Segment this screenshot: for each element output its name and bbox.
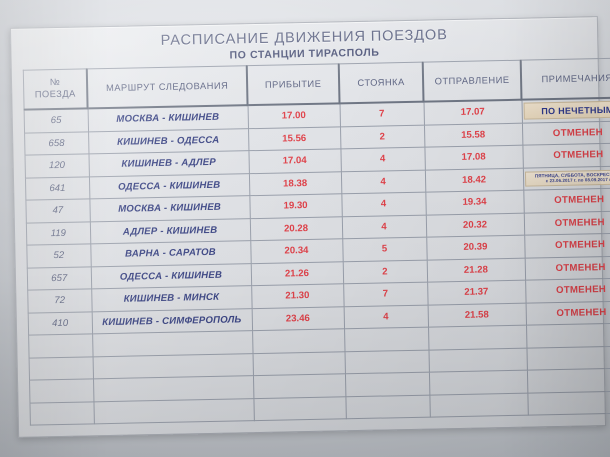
cell-train-number: 657 bbox=[27, 266, 92, 291]
cell-empty bbox=[428, 370, 528, 395]
cell-route: МОСКВА - КИШИНЕВ bbox=[89, 195, 250, 222]
cell-empty bbox=[527, 390, 610, 416]
cell-empty bbox=[344, 349, 429, 374]
cell-empty bbox=[92, 330, 253, 357]
cell-train-number: 52 bbox=[26, 243, 91, 268]
column-header-route: МАРШРУТ СЛЕДОВАНИЯ bbox=[86, 65, 248, 109]
cell-route: КИШИНЕВ - МИНСК bbox=[91, 285, 252, 312]
cell-departure-time: 19.34 bbox=[425, 190, 524, 215]
cell-empty bbox=[29, 378, 94, 403]
cell-note: ПЯТНИЦА, СУББОТА, ВОСКРЕСЕНЬЕ с 23.06.201… bbox=[522, 165, 610, 191]
cell-note-cancelled: ОТМЕНЕН bbox=[521, 120, 610, 146]
cell-arrival-time: 20.28 bbox=[249, 216, 343, 241]
cell-stop-minutes: 4 bbox=[343, 304, 429, 329]
cell-route: МОСКВА - КИШИНЕВ bbox=[87, 105, 249, 132]
cell-note-cancelled: ОТМЕНЕН bbox=[525, 300, 610, 326]
cell-empty bbox=[28, 333, 93, 358]
table-body: 65 МОСКВА - КИШИНЕВ 17.00 7 17.07 ПО НЕЧЕТНЫМ… bbox=[24, 97, 610, 426]
cell-empty bbox=[526, 345, 610, 371]
cell-train-number: 641 bbox=[25, 176, 90, 201]
cell-departure-time: 20.39 bbox=[426, 235, 525, 260]
cell-route: ОДЕССА - КИШИНЕВ bbox=[90, 263, 252, 289]
cell-arrival-time: 17.00 bbox=[247, 103, 340, 129]
cell-train-number: 120 bbox=[25, 153, 89, 178]
cell-train-number: 658 bbox=[24, 131, 89, 156]
cell-empty bbox=[29, 401, 94, 426]
note-sticker-odd-days: ПО НЕЧЕТНЫМ bbox=[523, 100, 610, 120]
cell-departure-time: 21.37 bbox=[427, 280, 526, 305]
cell-train-number: 410 bbox=[28, 311, 93, 336]
cell-stop-minutes: 4 bbox=[340, 169, 426, 194]
cell-note-cancelled: ОТМЕНЕН bbox=[524, 232, 610, 258]
cell-departure-time: 15.58 bbox=[423, 122, 523, 148]
cell-empty bbox=[252, 351, 345, 376]
cell-empty bbox=[428, 347, 527, 373]
cell-empty bbox=[29, 356, 94, 381]
cell-stop-minutes: 2 bbox=[342, 259, 428, 284]
cell-train-number: 119 bbox=[26, 221, 91, 246]
cell-empty bbox=[93, 375, 254, 402]
cell-stop-minutes: 4 bbox=[340, 147, 425, 172]
cell-route: АДЛЕР - КИШИНЕВ bbox=[89, 218, 251, 244]
cell-empty bbox=[428, 325, 527, 350]
cell-train-number: 72 bbox=[27, 288, 92, 313]
cell-arrival-time: 17.04 bbox=[248, 148, 341, 174]
cell-empty bbox=[344, 327, 429, 352]
cell-empty bbox=[344, 372, 430, 397]
cell-note-cancelled: ОТМЕНЕН bbox=[525, 277, 610, 303]
cell-stop-minutes: 5 bbox=[342, 237, 427, 262]
column-header-arrival: ПРИБЫТИЕ bbox=[246, 63, 340, 106]
note-sticker-service-days: ПЯТНИЦА, СУББОТА, ВОСКРЕСЕНЬЕ с 23.06.201… bbox=[524, 169, 610, 187]
cell-empty bbox=[526, 322, 610, 348]
cell-stop-minutes: 7 bbox=[339, 101, 424, 127]
cell-train-number: 47 bbox=[25, 198, 90, 223]
cell-departure-time: 21.28 bbox=[426, 257, 526, 283]
cell-route: КИШИНЕВ - ОДЕССА bbox=[88, 128, 249, 154]
column-header-train-number: № ПОЕЗДА bbox=[23, 68, 88, 110]
cell-stop-minutes: 2 bbox=[339, 124, 425, 149]
cell-note-cancelled: ОТМЕНЕН bbox=[523, 210, 610, 236]
cell-note: ПО НЕЧЕТНЫМ bbox=[521, 97, 610, 123]
cell-empty bbox=[253, 396, 346, 421]
cell-departure-time: 17.08 bbox=[424, 145, 523, 170]
cell-arrival-time: 15.56 bbox=[248, 126, 341, 151]
cell-route: КИШИНЕВ - СИМФЕРОПОЛЬ bbox=[91, 308, 253, 334]
cell-empty bbox=[252, 328, 345, 354]
cell-note-cancelled: ОТМЕНЕН bbox=[522, 142, 610, 168]
cell-arrival-time: 20.34 bbox=[250, 238, 343, 264]
column-header-notes: ПРИМЕЧАНИЯ bbox=[520, 57, 610, 100]
cell-arrival-time: 23.46 bbox=[251, 306, 345, 331]
cell-empty bbox=[526, 367, 610, 393]
column-header-departure: ОТПРАВЛЕНИЕ bbox=[422, 60, 522, 102]
cell-stop-minutes: 7 bbox=[343, 282, 428, 307]
cell-note-cancelled: ОТМЕНЕН bbox=[524, 255, 610, 281]
cell-empty bbox=[93, 398, 254, 424]
cell-route: ОДЕССА - КИШИНЕВ bbox=[88, 173, 250, 199]
cell-route: КИШИНЕВ - АДЛЕР bbox=[88, 150, 249, 177]
column-header-train-number-line2: ПОЕЗДА bbox=[34, 88, 76, 100]
cell-empty bbox=[252, 373, 346, 399]
cell-arrival-time: 21.26 bbox=[250, 261, 344, 286]
cell-empty bbox=[345, 394, 430, 419]
schedule-board: РАСПИСАНИЕ ДВИЖЕНИЯ ПОЕЗДОВ ПО СТАНЦИИ Т… bbox=[9, 16, 610, 438]
cell-empty bbox=[429, 392, 528, 418]
cell-route: ВАРНА - САРАТОВ bbox=[90, 240, 251, 267]
cell-arrival-time: 21.30 bbox=[251, 283, 344, 309]
cell-departure-time: 20.32 bbox=[425, 212, 525, 238]
cell-stop-minutes: 4 bbox=[341, 214, 427, 239]
cell-note-cancelled: ОТМЕНЕН bbox=[523, 187, 610, 213]
cell-stop-minutes: 4 bbox=[341, 192, 426, 217]
column-header-stop: СТОЯНКА bbox=[338, 62, 424, 104]
cell-train-number: 65 bbox=[24, 108, 89, 133]
cell-arrival-time: 18.38 bbox=[248, 171, 342, 196]
cell-empty bbox=[92, 353, 253, 379]
train-schedule-table: № ПОЕЗДА МАРШРУТ СЛЕДОВАНИЯ ПРИБЫТИЕ СТО… bbox=[23, 57, 610, 426]
cell-departure-time: 21.58 bbox=[427, 302, 527, 328]
cell-departure-time: 18.42 bbox=[424, 167, 524, 193]
cell-arrival-time: 19.30 bbox=[249, 193, 342, 219]
cell-departure-time: 17.07 bbox=[423, 99, 522, 125]
